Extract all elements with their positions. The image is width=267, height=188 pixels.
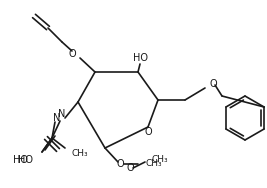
Text: O: O <box>210 79 218 89</box>
Text: CH₃: CH₃ <box>72 149 89 158</box>
Text: O: O <box>126 163 134 173</box>
Text: HO: HO <box>132 53 147 63</box>
Text: O: O <box>144 127 152 137</box>
Text: HO: HO <box>18 155 33 165</box>
Text: O: O <box>116 159 124 169</box>
Text: CH₃: CH₃ <box>146 159 163 168</box>
Text: N: N <box>58 109 66 119</box>
Text: CH₃: CH₃ <box>152 155 169 164</box>
Text: O: O <box>68 49 76 59</box>
Text: HO: HO <box>13 155 28 165</box>
Text: N: N <box>53 113 60 123</box>
